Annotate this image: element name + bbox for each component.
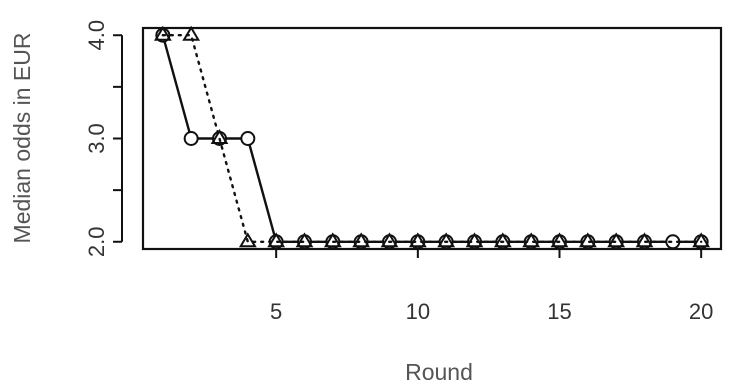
plot-frame xyxy=(141,26,723,251)
x-tick-label: 10 xyxy=(406,299,430,324)
data-point-triangle xyxy=(182,25,201,41)
data-point-triangle xyxy=(635,232,654,248)
y-tick-label: 3.0 xyxy=(84,123,109,154)
y-tick-label: 4.0 xyxy=(84,20,109,51)
data-point-triangle xyxy=(238,232,257,248)
data-point-triangle xyxy=(550,232,569,248)
y-axis-title: Median odds in EUR xyxy=(9,33,35,244)
data-point-triangle xyxy=(408,232,427,248)
data-point-triangle xyxy=(153,25,172,41)
data-point-triangle xyxy=(380,232,399,248)
data-point-triangle xyxy=(210,129,229,144)
y-tick-label: 2.0 xyxy=(84,226,109,257)
data-point-triangle xyxy=(522,232,541,248)
x-tick-label: 20 xyxy=(689,299,713,324)
y-axis: 2.0 3.0 4.0 xyxy=(84,20,123,257)
series-line-triangle xyxy=(161,34,703,244)
data-point-triangle xyxy=(607,232,626,248)
data-point-triangle xyxy=(578,232,597,248)
x-axis: 5 10 15 20 xyxy=(270,249,713,324)
x-tick-label: 15 xyxy=(547,299,571,324)
data-point-triangle xyxy=(493,232,512,248)
data-point-triangle xyxy=(295,232,314,248)
data-point-circle xyxy=(240,131,256,146)
series-layer xyxy=(153,25,711,250)
data-point-circle xyxy=(183,131,199,146)
x-tick-label: 5 xyxy=(270,299,282,324)
x-axis-title: Round xyxy=(405,359,473,385)
data-point-triangle xyxy=(465,232,484,248)
data-point-triangle xyxy=(692,232,711,248)
data-point-triangle xyxy=(437,232,456,248)
data-point-triangle xyxy=(267,232,286,248)
data-point-triangle xyxy=(352,232,371,248)
data-point-triangle xyxy=(323,232,342,248)
